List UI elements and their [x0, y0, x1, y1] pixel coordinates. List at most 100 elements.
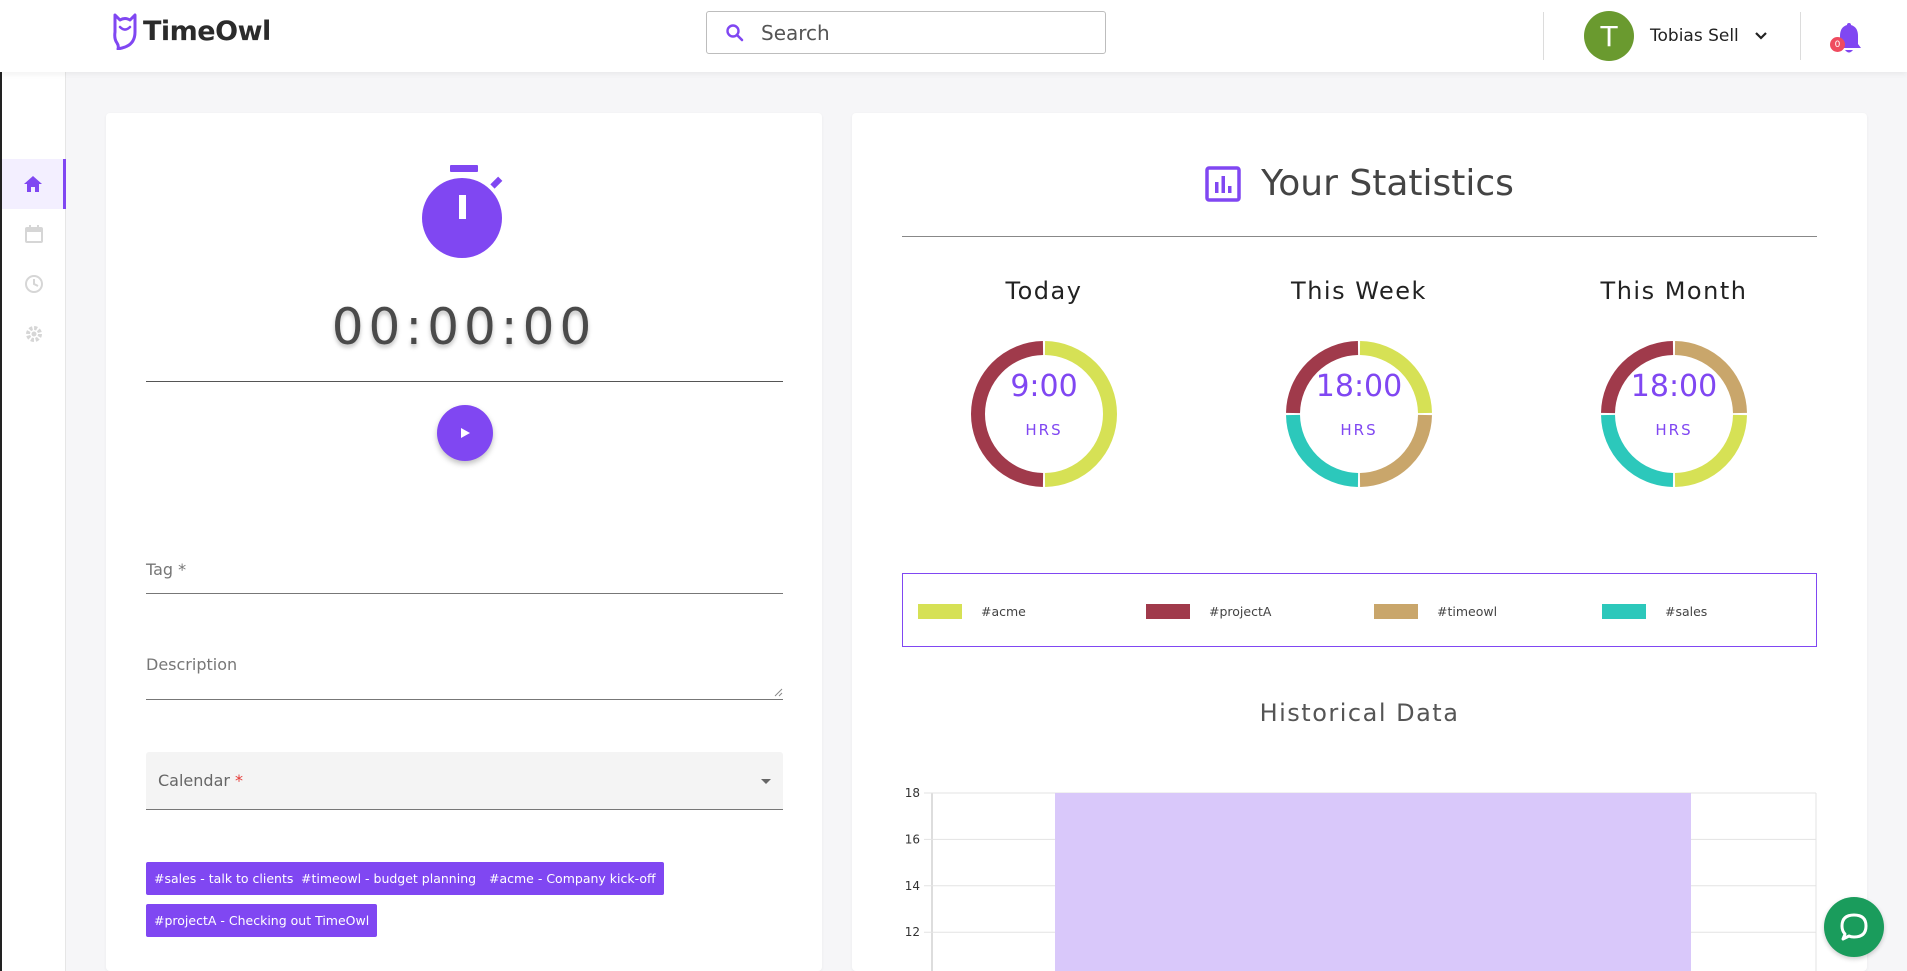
sidebar-item-home[interactable] [2, 159, 66, 209]
history-icon [25, 275, 43, 293]
calendar-icon [25, 225, 43, 243]
timer-divider [146, 381, 783, 382]
statistics-header: Your Statistics [852, 163, 1867, 204]
statistics-card: Your Statistics Today This Week This Mon… [852, 113, 1867, 971]
avatar: T [1584, 11, 1634, 61]
entry-chip[interactable]: #projectA - Checking out TimeOwl [146, 904, 378, 937]
top-bar: TimeOwl T Tobias Sell 0 [0, 0, 1907, 72]
donut-value: 18:00 [1315, 369, 1403, 404]
historical-bar-chart: 18 16 14 12 [905, 786, 1817, 971]
user-name: Tobias Sell [1650, 26, 1739, 46]
entry-chip[interactable]: #acme - Company kick-off [481, 862, 664, 895]
donut-slice[interactable] [1674, 341, 1747, 414]
period-label: This Week [1291, 277, 1427, 305]
donut-slice[interactable] [1674, 414, 1747, 487]
search-icon [726, 23, 744, 41]
field-underline [146, 593, 783, 594]
legend-swatch [918, 604, 962, 619]
description-field[interactable]: Description [146, 655, 783, 700]
stopwatch-icon [422, 165, 503, 258]
y-tick-label: 18 [905, 786, 920, 800]
sidebar-item-calendar[interactable] [2, 209, 66, 259]
donut-value: 9:00 [1010, 369, 1078, 404]
home-icon [23, 176, 42, 192]
donut-slice[interactable] [1286, 414, 1359, 487]
legend-item[interactable]: #acme [918, 604, 1026, 619]
tag-label: Tag * [146, 560, 187, 579]
period-label: This Month [1600, 277, 1748, 305]
donut-month: 18:00 HRS [1599, 339, 1749, 489]
legend-item[interactable]: #timeowl [1374, 604, 1497, 619]
donut-unit: HRS [1025, 421, 1063, 439]
entry-chip[interactable]: #timeowl - budget planning [293, 862, 485, 895]
chat-button[interactable] [1824, 897, 1884, 957]
legend-item[interactable]: #sales [1602, 604, 1707, 619]
timer-card: 00:00:00 Tag * Description Calendar * #s… [106, 113, 822, 971]
legend-label: #sales [1665, 604, 1708, 619]
donut-slice[interactable] [1359, 414, 1432, 487]
statistics-title: Your Statistics [1261, 163, 1514, 204]
period-label: Today [1005, 277, 1083, 305]
sidebar [0, 72, 66, 971]
y-tick-label: 12 [905, 925, 920, 939]
gear-icon [26, 326, 42, 342]
donut-unit: HRS [1340, 421, 1378, 439]
donut-value: 18:00 [1630, 369, 1718, 404]
y-tick-label: 14 [905, 879, 920, 893]
search-input[interactable] [761, 20, 1081, 45]
legend-swatch [1146, 604, 1190, 619]
caret-down-icon [761, 779, 771, 784]
donut-slice[interactable] [1601, 414, 1674, 487]
legend-label: #acme [981, 604, 1026, 619]
tag-field[interactable]: Tag * [146, 560, 783, 594]
donut-today: 9:00 HRS [969, 339, 1119, 489]
donut-chart [1601, 341, 1747, 487]
owl-logo-icon [113, 13, 137, 50]
statistics-divider [902, 236, 1817, 237]
description-label: Description [146, 655, 238, 674]
sidebar-item-history[interactable] [2, 259, 66, 309]
notifications-button[interactable]: 0 [1830, 20, 1864, 56]
donut-slice[interactable] [971, 341, 1044, 487]
app-logo[interactable]: TimeOwl [110, 12, 271, 50]
period-today: Today [944, 277, 1144, 305]
period-week: This Week [1259, 277, 1459, 305]
field-underline [146, 809, 783, 810]
donut-chart [971, 341, 1117, 487]
notification-count-badge: 0 [1830, 37, 1845, 52]
legend-label: #projectA [1209, 604, 1272, 619]
calendar-label: Calendar * [158, 771, 244, 790]
header-divider [1800, 12, 1801, 60]
chevron-down-icon [1755, 32, 1767, 40]
play-icon [461, 428, 470, 438]
historical-data-title: Historical Data [1259, 699, 1460, 727]
donut-slice[interactable] [1601, 341, 1674, 414]
timer-display: 00:00:00 [331, 298, 597, 356]
donut-slice[interactable] [1359, 341, 1432, 414]
legend-label: #timeowl [1437, 604, 1498, 619]
chart-legend: #acme #projectA #timeowl #sales [902, 573, 1817, 647]
start-timer-button[interactable] [437, 405, 493, 461]
resize-handle-icon[interactable] [774, 688, 783, 697]
legend-swatch [1374, 604, 1418, 619]
legend-swatch [1602, 604, 1646, 619]
field-underline [146, 699, 783, 700]
search-box[interactable] [706, 11, 1106, 54]
y-tick-label: 16 [905, 832, 920, 846]
chat-bubble-icon [1840, 913, 1868, 941]
user-menu[interactable]: T Tobias Sell [1584, 11, 1769, 61]
header-divider [1543, 12, 1544, 60]
bar[interactable] [1055, 793, 1691, 971]
app-name: TimeOwl [143, 15, 271, 47]
entry-chip[interactable]: #sales - talk to clients [146, 862, 302, 895]
period-month: This Month [1574, 277, 1774, 305]
donut-unit: HRS [1655, 421, 1693, 439]
sidebar-item-settings[interactable] [2, 309, 66, 359]
bar-chart-icon [1205, 165, 1241, 202]
donut-week: 18:00 HRS [1284, 339, 1434, 489]
calendar-select[interactable]: Calendar * [146, 752, 783, 810]
donut-chart [1286, 341, 1432, 487]
donut-slice[interactable] [1286, 341, 1359, 414]
donut-slice[interactable] [1044, 341, 1117, 487]
legend-item[interactable]: #projectA [1146, 604, 1271, 619]
